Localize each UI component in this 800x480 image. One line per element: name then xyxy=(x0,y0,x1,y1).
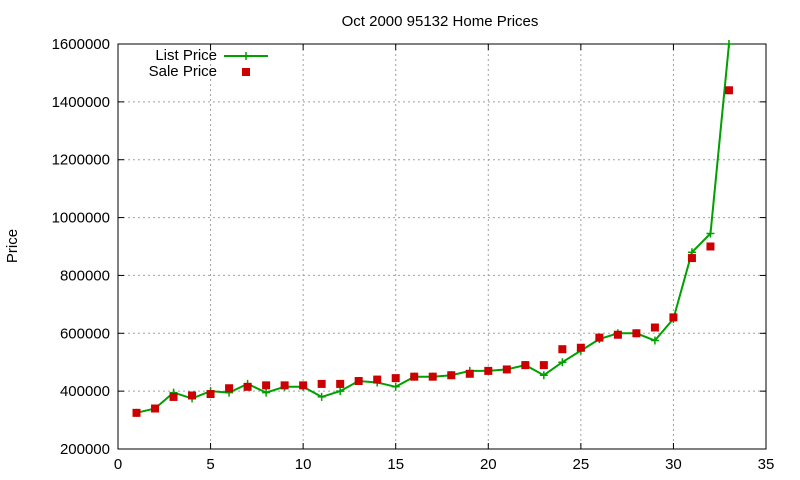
sale-price-point xyxy=(225,384,234,393)
y-axis-label: Price xyxy=(4,229,21,263)
sale-price-point xyxy=(280,381,289,390)
x-tick-label: 15 xyxy=(387,456,404,473)
sale-price-point xyxy=(576,343,585,352)
y-tick-label: 1400000 xyxy=(52,94,110,111)
sale-price-point xyxy=(243,382,252,391)
sale-price-point xyxy=(502,365,511,374)
list-price-line xyxy=(136,43,730,414)
y-tick-label: 400000 xyxy=(60,383,110,400)
y-tick-label: 800000 xyxy=(60,267,110,284)
sale-price-point xyxy=(299,381,308,390)
x-tick-label: 5 xyxy=(206,456,214,473)
list-price-point xyxy=(558,358,567,367)
sale-price-point xyxy=(336,379,345,388)
sale-price-point xyxy=(632,329,641,338)
sale-price-point xyxy=(206,390,215,399)
sale-price-point xyxy=(465,369,474,378)
x-tick-label: 20 xyxy=(480,456,497,473)
x-tick-label: 35 xyxy=(758,456,775,473)
sale-price-point xyxy=(317,379,326,388)
sale-price-point xyxy=(669,313,678,322)
sale-price-point xyxy=(484,366,493,375)
y-tick-label: 1600000 xyxy=(52,36,110,53)
grid-lines xyxy=(118,44,766,449)
sale-price-point xyxy=(262,381,271,390)
legend: List Price Sale Price xyxy=(149,47,268,80)
list-price-point xyxy=(262,388,271,397)
sale-price-point xyxy=(613,330,622,339)
legend-sale-price-marker xyxy=(242,68,250,76)
list-price-point xyxy=(317,392,326,401)
sale-price-point xyxy=(410,372,419,381)
list-price-point xyxy=(539,371,548,380)
sale-price-point xyxy=(521,361,530,370)
x-tick-label: 30 xyxy=(665,456,682,473)
sale-price-point xyxy=(151,404,160,413)
sale-price-point xyxy=(447,371,456,380)
x-tick-label: 10 xyxy=(295,456,312,473)
sale-price-point xyxy=(706,242,715,251)
sale-price-point xyxy=(687,254,696,263)
y-tick-label: 1000000 xyxy=(52,210,110,227)
chart-title: Oct 2000 95132 Home Prices xyxy=(342,13,539,30)
list-price-point xyxy=(724,40,733,48)
x-tick-label: 0 xyxy=(114,456,122,473)
legend-list-price-marker xyxy=(242,52,250,60)
legend-sale-price-label: Sale Price xyxy=(149,63,217,80)
axis-ticks: 0 5 10 15 20 25 30 35 200000 400000 600000 800000 10… xyxy=(52,36,775,473)
sale-price-point xyxy=(132,408,141,417)
sale-price-point xyxy=(373,375,382,384)
sale-price-point xyxy=(169,392,178,401)
list-price-point xyxy=(336,387,345,396)
x-tick-label: 25 xyxy=(573,456,590,473)
sale-price-point xyxy=(539,361,548,370)
series-layer xyxy=(132,40,733,417)
y-tick-label: 600000 xyxy=(60,325,110,342)
list-price-point xyxy=(391,382,400,391)
sale-price-point xyxy=(391,374,400,383)
legend-list-price-label: List Price xyxy=(155,47,217,64)
y-tick-label: 200000 xyxy=(60,441,110,458)
list-price-point xyxy=(706,229,715,238)
sale-price-point xyxy=(188,391,197,400)
sale-price-point xyxy=(595,333,604,342)
sale-price-point xyxy=(724,86,733,95)
sale-price-point xyxy=(354,377,363,386)
plot-frame xyxy=(117,43,767,450)
sale-price-point xyxy=(650,323,659,332)
y-tick-label: 1200000 xyxy=(52,152,110,169)
list-price-point xyxy=(650,336,659,345)
sale-price-point xyxy=(558,345,567,354)
sale-price-point xyxy=(428,372,437,381)
